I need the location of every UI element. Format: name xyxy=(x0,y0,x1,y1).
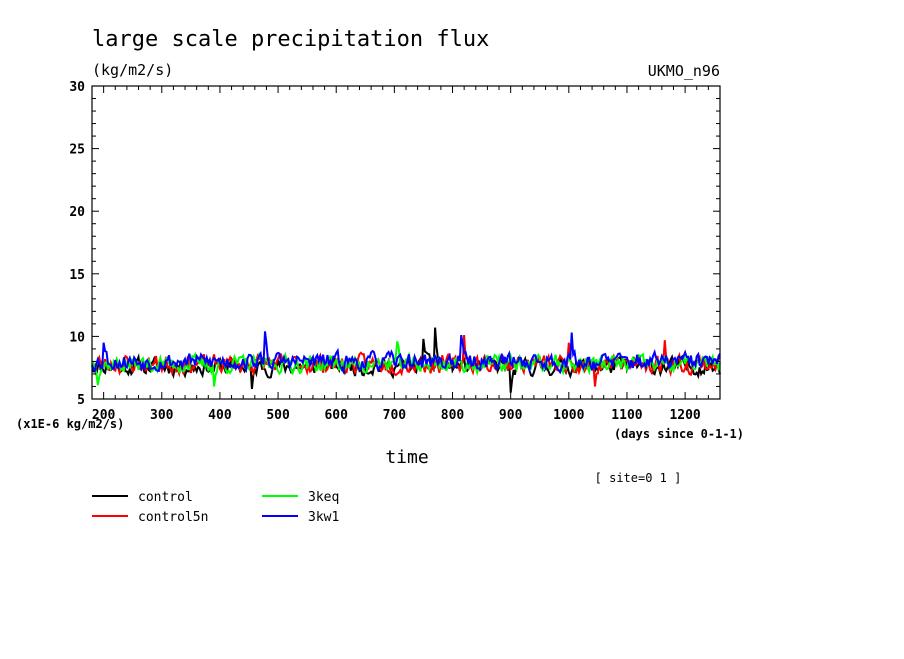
x-tick-label: 400 xyxy=(208,408,232,423)
y-tick-label: 20 xyxy=(69,205,85,220)
legend: control control5n 3keq 3kw1 xyxy=(92,490,339,525)
x-units-label: (days since 0-1-1) xyxy=(614,427,744,441)
model-label: UKMO_n96 xyxy=(648,62,720,80)
plot-frame xyxy=(91,85,721,400)
x-axis-title: time xyxy=(385,447,428,468)
x-tick-label: 800 xyxy=(441,408,465,423)
y-tick-label: 25 xyxy=(69,143,85,158)
x-tick-label: 1100 xyxy=(611,408,642,423)
y-scale-label: (x1E-6 kg/m2/s) xyxy=(16,417,124,431)
x-tick-label: 500 xyxy=(266,408,290,423)
y-tick-label: 5 xyxy=(77,393,85,408)
x-tick-label: 200 xyxy=(92,408,116,423)
y-tick-label: 10 xyxy=(69,330,85,345)
chart-title: large scale precipitation flux xyxy=(92,27,489,52)
y-tick-label: 30 xyxy=(69,80,85,95)
plot-area: 200 300 400 500 600 700 800 900 1000 1100 1200 5 10 1… xyxy=(69,80,721,423)
chart-units: (kg/m2/s) xyxy=(92,61,173,79)
x-tick-label: 1000 xyxy=(553,408,584,423)
x-tick-label: 700 xyxy=(383,408,407,423)
series-line-3kw1 xyxy=(91,331,721,375)
legend-label-control5n: control5n xyxy=(138,510,208,525)
x-tick-label: 900 xyxy=(499,408,523,423)
legend-label-3keq: 3keq xyxy=(308,490,339,505)
x-tick-label: 1200 xyxy=(669,408,700,423)
x-tick-label: 300 xyxy=(150,408,174,423)
legend-label-control: control xyxy=(138,490,193,505)
site-label: [ site=0 1 ] xyxy=(595,471,682,485)
x-tick-label: 600 xyxy=(324,408,348,423)
y-tick-label: 15 xyxy=(69,268,85,283)
legend-label-3kw1: 3kw1 xyxy=(308,510,339,525)
